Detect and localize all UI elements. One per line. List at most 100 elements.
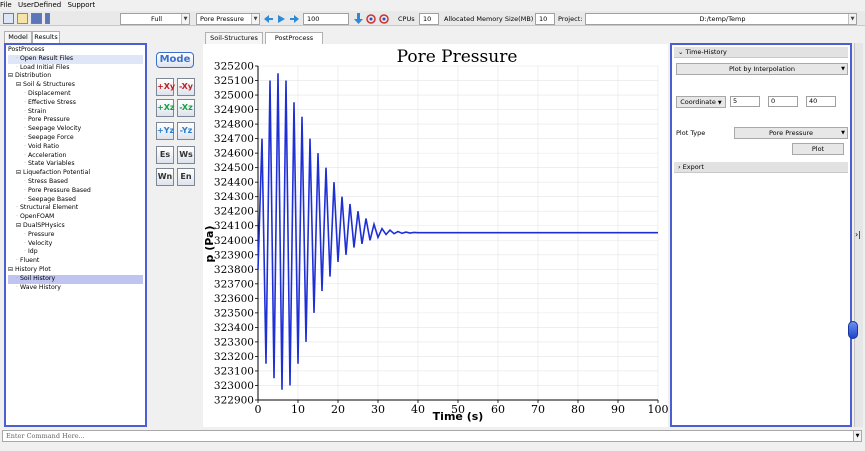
tree-item[interactable]: ⊟ Soil & Structures: [8, 81, 143, 90]
tab-model[interactable]: Model: [4, 31, 32, 43]
minus-xz-view-button[interactable]: -Xz: [177, 99, 195, 117]
result-type-select[interactable]: Pore Pressure ▼: [196, 13, 260, 25]
tree-item-label: Open Result Files: [19, 54, 74, 62]
tree-item[interactable]: · OpenFOAM: [8, 213, 143, 222]
memory-input[interactable]: 10: [535, 13, 555, 25]
tree-item[interactable]: · Velocity: [8, 240, 143, 249]
plot-type-value: Pore Pressure: [768, 129, 813, 137]
coordinate-select[interactable]: Coordinate ▼: [676, 96, 726, 108]
tree-item[interactable]: · Load Initial Files: [8, 64, 143, 73]
tree-connector: ·: [24, 107, 26, 115]
tab-soil-structures[interactable]: Soil-Structures: [205, 32, 263, 44]
open-folder-icon[interactable]: [17, 13, 28, 24]
x-tick-label: 40: [411, 403, 425, 416]
scroll-handle[interactable]: [848, 321, 858, 339]
tree-item[interactable]: PostProcess: [8, 46, 143, 55]
cpus-input[interactable]: 10: [419, 13, 439, 25]
view-mode-select[interactable]: Full ▼: [120, 13, 190, 25]
expand-collapse-icon[interactable]: ⊟: [8, 265, 14, 273]
tree-item[interactable]: · Seepage Based: [8, 196, 143, 205]
plus-xz-view-button[interactable]: +Xz: [156, 99, 175, 117]
tree-item[interactable]: ⊟ Liquefaction Potential: [8, 169, 143, 178]
tree-connector: ·: [24, 186, 26, 194]
x-tick-label: 20: [331, 403, 345, 416]
tree-item[interactable]: · Strain: [8, 108, 143, 117]
chevron-down-icon: ▼: [841, 130, 845, 136]
tree-item[interactable]: · Fluent: [8, 257, 143, 266]
y-tick-label: 323400: [214, 322, 254, 334]
menu-support[interactable]: Support: [67, 1, 96, 9]
tree-connector: ·: [24, 230, 26, 238]
export-header[interactable]: › Export: [674, 162, 848, 173]
tree-item[interactable]: ⊟ DualSPHysics: [8, 222, 143, 231]
plot-method-select[interactable]: Plot by Interpolation ▼: [676, 63, 848, 75]
tree-item[interactable]: · Pressure: [8, 231, 143, 240]
wn-view-button[interactable]: Wn: [156, 168, 174, 186]
tab-results[interactable]: Results: [32, 31, 60, 43]
tree-item[interactable]: · Acceleration: [8, 152, 143, 161]
tree-item-label: OpenFOAM: [19, 213, 55, 221]
refresh-icon[interactable]: [366, 14, 376, 24]
time-history-header[interactable]: ⌄ Time-History: [674, 47, 848, 58]
tree-item[interactable]: · Soil History: [8, 274, 143, 284]
step-input[interactable]: 100: [303, 13, 349, 25]
plot-button[interactable]: Plot: [792, 143, 844, 155]
tree-connector: ·: [24, 177, 26, 185]
expand-collapse-icon[interactable]: ⊟: [16, 221, 22, 229]
tree-item[interactable]: ⊟ History Plot: [8, 266, 143, 275]
plus-xy-view-button[interactable]: +Xy: [156, 78, 175, 96]
command-input[interactable]: Enter Command Here...: [2, 430, 861, 442]
tree-item[interactable]: · Wave History: [8, 284, 143, 293]
tree-item[interactable]: · Void Ratio: [8, 143, 143, 152]
tree-item[interactable]: · Open Result Files: [8, 54, 143, 64]
refresh-all-icon[interactable]: [379, 14, 389, 24]
expand-collapse-icon[interactable]: ⊟: [8, 72, 14, 80]
y-tick-label: 325200: [214, 61, 254, 73]
tree-item[interactable]: · Pore Pressure: [8, 116, 143, 125]
minus-xy-view-button[interactable]: -Xy: [177, 78, 195, 96]
chevron-down-icon: ▼: [841, 66, 845, 72]
tab-postprocess[interactable]: PostProcess: [265, 32, 323, 44]
step-input-value: 100: [307, 15, 320, 23]
tree-item[interactable]: · Pore Pressure Based: [8, 187, 143, 196]
save-icon[interactable]: [31, 13, 42, 24]
tree-item[interactable]: · Seepage Force: [8, 134, 143, 143]
menu-file[interactable]: File: [0, 1, 12, 9]
coord-y-input[interactable]: 0: [768, 96, 798, 107]
minus-yz-view-button[interactable]: -Yz: [177, 122, 195, 140]
x-tick-label: 0: [255, 403, 262, 416]
tree-item[interactable]: ⊟ Distribution: [8, 72, 143, 81]
tree-connector: ·: [16, 283, 18, 291]
new-file-icon[interactable]: [3, 13, 14, 24]
menu-user-defined[interactable]: UserDefined: [17, 1, 62, 9]
collapse-panel-icon[interactable]: ›|: [855, 230, 861, 239]
view-mode-value: Full: [150, 15, 163, 23]
save-as-icon[interactable]: [45, 13, 50, 24]
en-view-button[interactable]: En: [177, 168, 195, 186]
tree-item[interactable]: · State Variables: [8, 160, 143, 169]
download-arrow-icon[interactable]: [354, 13, 363, 24]
project-select[interactable]: D:/temp/Temp ▼: [585, 13, 857, 25]
mode-button[interactable]: Mode: [156, 52, 194, 68]
tree-item[interactable]: · Structural Element: [8, 204, 143, 213]
ws-view-button[interactable]: Ws: [177, 146, 195, 164]
tree-item[interactable]: · Effective Stress: [8, 99, 143, 108]
expand-collapse-icon[interactable]: ⊟: [16, 81, 22, 89]
tree-item[interactable]: · Displacement: [8, 90, 143, 99]
tree-item[interactable]: · Seepage Velocity: [8, 125, 143, 134]
tree-item[interactable]: · Idp: [8, 248, 143, 257]
plus-yz-view-button[interactable]: +Yz: [156, 122, 174, 140]
tree-item-label: Soil History: [19, 274, 56, 282]
command-dropdown[interactable]: ▼: [853, 430, 862, 442]
coord-z-input[interactable]: 40: [806, 96, 836, 107]
tree-item[interactable]: · Stress Based: [8, 178, 143, 187]
play-icon[interactable]: [278, 15, 285, 23]
tree-item-label: Soil & Structures: [23, 81, 75, 89]
chart-title: Pore Pressure: [397, 47, 518, 67]
es-view-button[interactable]: Es: [156, 146, 174, 164]
plot-type-select[interactable]: Pore Pressure ▼: [734, 127, 848, 139]
step-forward-icon[interactable]: [290, 15, 299, 23]
coord-x-input[interactable]: 5: [730, 96, 760, 107]
expand-collapse-icon[interactable]: ⊟: [16, 169, 22, 177]
step-back-icon[interactable]: [264, 15, 273, 23]
